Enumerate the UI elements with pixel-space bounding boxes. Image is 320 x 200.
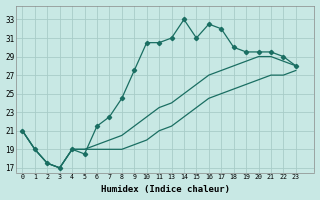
- X-axis label: Humidex (Indice chaleur): Humidex (Indice chaleur): [101, 185, 230, 194]
